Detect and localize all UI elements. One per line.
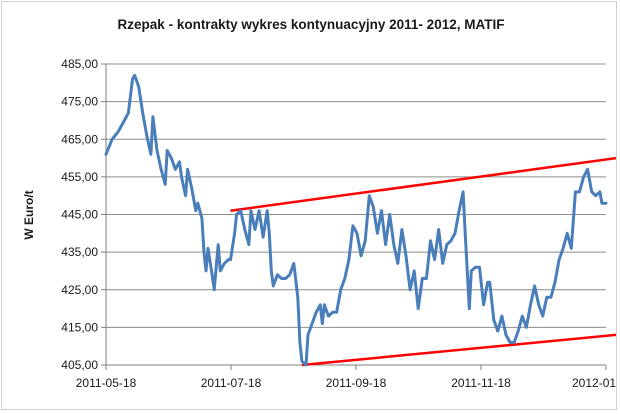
y-tick-label: 445,00	[61, 208, 98, 222]
x-tick-label: 2011-05-18	[76, 376, 137, 390]
y-axis-label: W Euro/t	[22, 190, 36, 239]
y-tick-label: 455,00	[61, 170, 98, 184]
series	[106, 75, 606, 365]
series-line	[106, 75, 606, 365]
line-chart: Rzepak - kontrakty wykres kontynuacyjny …	[2, 2, 616, 409]
y-tick-label: 475,00	[61, 95, 98, 109]
y-tick-label: 465,00	[61, 132, 98, 146]
gridlines	[106, 64, 606, 327]
chart-title: Rzepak - kontrakty wykres kontynuacyjny …	[118, 17, 505, 32]
y-tick-label: 405,00	[61, 358, 98, 372]
trendline	[230, 158, 616, 211]
y-tick-label: 485,00	[61, 57, 98, 71]
trendline	[302, 335, 616, 365]
y-axis-ticks: 485,00 475,00 465,00 455,00 445,00 435,00 425,…	[61, 57, 106, 372]
x-tick-label: 2011-07-18	[201, 376, 262, 390]
y-tick-label: 425,00	[61, 283, 98, 297]
x-tick-label: 2011-11-18	[451, 376, 511, 390]
x-tick-label: 2012-01-	[572, 376, 616, 390]
x-tick-label: 2011-09-18	[326, 376, 387, 390]
y-tick-label: 415,00	[61, 320, 98, 334]
y-tick-label: 435,00	[61, 245, 98, 259]
x-axis-ticks: 2011-05-18 2011-07-18 2011-09-18 2011-11-18…	[76, 365, 616, 390]
